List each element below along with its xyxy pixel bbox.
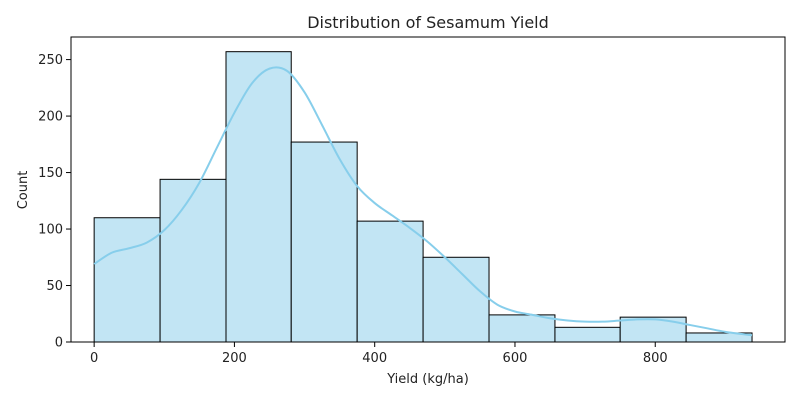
kde-curve (93, 66, 753, 337)
histogram-bar (159, 178, 227, 343)
x-tick-label: 400 (362, 351, 387, 366)
y-tick-label: 200 (38, 110, 63, 125)
y-tick-label: 0 (55, 336, 63, 351)
histogram-bar (422, 256, 490, 343)
y-axis-ticks: 0 50 100 150 200 250 (38, 53, 71, 351)
bars-layer (93, 51, 753, 343)
y-tick-label: 50 (46, 279, 63, 294)
histogram-bar (488, 314, 556, 343)
histogram-bar (93, 217, 161, 343)
histogram-bar (554, 326, 621, 343)
chart-title: Distribution of Sesamum Yield (307, 13, 549, 32)
histogram-bar (225, 51, 292, 343)
y-tick-label: 100 (38, 223, 63, 238)
histogram-bar (619, 316, 687, 343)
x-axis-label: Yield (kg/ha) (386, 372, 469, 387)
histogram-bar (356, 220, 424, 343)
x-tick-label: 0 (90, 351, 98, 366)
y-axis-label: Count (16, 171, 31, 210)
y-tick-label: 250 (38, 53, 63, 68)
x-tick-label: 600 (503, 351, 528, 366)
x-tick-label: 800 (643, 351, 668, 366)
histogram-bar (290, 141, 358, 343)
plot-frame (70, 36, 786, 343)
x-axis-ticks: 0 200 400 600 800 (90, 342, 668, 366)
y-tick-label: 150 (38, 166, 63, 181)
x-tick-label: 200 (222, 351, 247, 366)
